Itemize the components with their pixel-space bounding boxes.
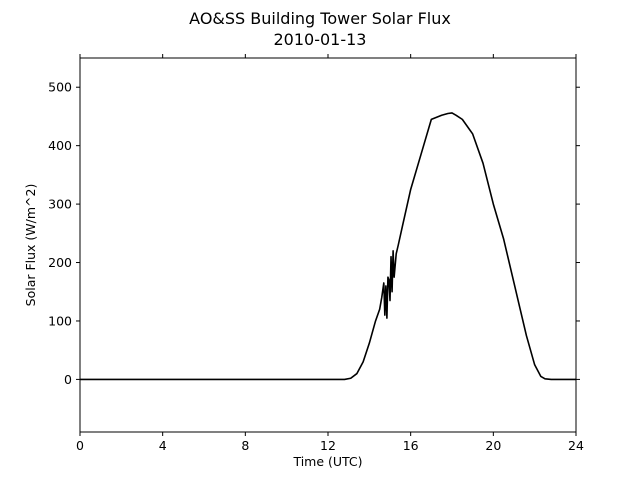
y-tick-label: 300 [48,197,72,212]
y-tick-label: 400 [48,138,72,153]
y-axis-label: Solar Flux (W/m^2) [23,184,38,307]
x-tick-label: 4 [159,438,167,453]
x-tick-label: 16 [403,438,419,453]
chart-title: AO&SS Building Tower Solar Flux [189,9,451,28]
axis-ticks: 0 4 8 12 16 20 24 0 100 200 300 400 500 [48,54,584,453]
y-tick-label: 0 [64,372,72,387]
x-tick-label: 12 [320,438,336,453]
x-tick-label: 0 [76,438,84,453]
x-tick-label: 24 [568,438,584,453]
plot-area [80,58,576,432]
x-tick-label: 20 [485,438,501,453]
y-tick-label: 100 [48,313,72,328]
series-layer [80,112,576,381]
solar-flux-series-line [80,112,576,381]
chart-subtitle: 2010-01-13 [274,30,367,49]
x-axis-label: Time (UTC) [292,454,362,469]
y-tick-label: 500 [48,80,72,95]
x-tick-label: 8 [241,438,249,453]
plot-frame [79,57,577,433]
y-tick-label: 200 [48,255,72,270]
